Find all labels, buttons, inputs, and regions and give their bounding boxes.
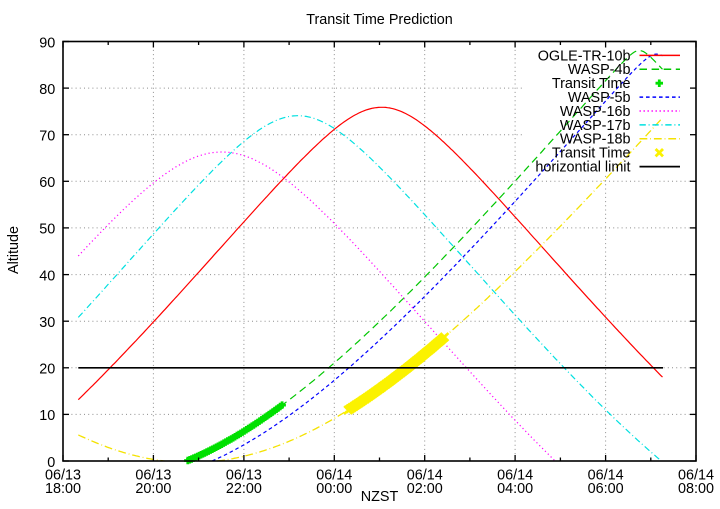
svg-text:06/14: 06/14: [678, 467, 714, 483]
svg-text:06/14: 06/14: [407, 467, 443, 483]
svg-text:horizontial limit: horizontial limit: [535, 160, 630, 176]
svg-text:06/14: 06/14: [497, 467, 533, 483]
svg-text:80: 80: [39, 82, 55, 98]
svg-text:50: 50: [39, 222, 55, 238]
svg-text:WASP-16b: WASP-16b: [560, 104, 631, 120]
svg-text:Transit Time: Transit Time: [552, 76, 631, 92]
svg-text:18:00: 18:00: [45, 481, 81, 497]
svg-text:Altitude: Altitude: [6, 226, 22, 274]
svg-text:06/13: 06/13: [226, 467, 262, 483]
svg-text:20:00: 20:00: [135, 481, 171, 497]
svg-text:WASP-5b: WASP-5b: [568, 90, 631, 106]
svg-text:06/13: 06/13: [45, 467, 81, 483]
svg-text:04:00: 04:00: [497, 481, 533, 497]
svg-text:WASP-4b: WASP-4b: [568, 62, 631, 78]
svg-text:30: 30: [39, 315, 55, 331]
svg-text:06/13: 06/13: [135, 467, 171, 483]
svg-text:00:00: 00:00: [316, 481, 352, 497]
svg-text:0: 0: [47, 455, 55, 471]
svg-text:20: 20: [39, 362, 55, 378]
svg-text:06:00: 06:00: [588, 481, 624, 497]
svg-text:60: 60: [39, 175, 55, 191]
svg-text:40: 40: [39, 268, 55, 284]
svg-text:Transit Time: Transit Time: [552, 146, 631, 162]
svg-text:70: 70: [39, 129, 55, 145]
svg-text:06/14: 06/14: [316, 467, 352, 483]
svg-text:06/14: 06/14: [588, 467, 624, 483]
svg-text:22:00: 22:00: [226, 481, 262, 497]
svg-text:WASP-17b: WASP-17b: [560, 118, 631, 134]
svg-text:02:00: 02:00: [407, 481, 443, 497]
svg-text:90: 90: [39, 35, 55, 51]
svg-text:WASP-18b: WASP-18b: [560, 132, 631, 148]
svg-text:NZST: NZST: [361, 489, 399, 504]
svg-text:OGLE-TR-10b: OGLE-TR-10b: [538, 48, 631, 64]
svg-text:08:00: 08:00: [678, 481, 714, 497]
svg-text:Transit Time Prediction: Transit Time Prediction: [306, 12, 453, 28]
svg-text:10: 10: [39, 408, 55, 424]
